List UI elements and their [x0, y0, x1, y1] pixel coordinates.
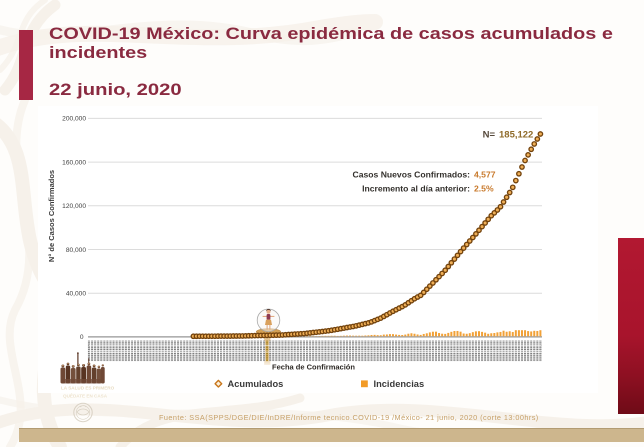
svg-text:N=: N=: [483, 130, 496, 141]
svg-text:Casos Nuevos Confirmados:: Casos Nuevos Confirmados:: [353, 170, 471, 180]
svg-text:120,000: 120,000: [62, 203, 86, 210]
svg-text:N° de Casos Confirmados: N° de Casos Confirmados: [47, 170, 56, 262]
svg-text:Acumulados: Acumulados: [228, 379, 284, 389]
svg-text:80,000: 80,000: [66, 247, 87, 254]
svg-text:Incremento al día anterior:: Incremento al día anterior:: [362, 184, 470, 194]
svg-text:Incidencias: Incidencias: [374, 379, 425, 389]
svg-text:Fecha de Confirmación: Fecha de Confirmación: [272, 363, 355, 372]
svg-text:0: 0: [80, 334, 84, 341]
svg-text:2.5%: 2.5%: [474, 184, 494, 194]
svg-text:200,000: 200,000: [62, 116, 86, 123]
svg-text:QUÉDATE EN CASA: QUÉDATE EN CASA: [63, 392, 108, 399]
svg-text:160,000: 160,000: [62, 159, 86, 166]
svg-text:40,000: 40,000: [66, 291, 87, 298]
svg-text:LA SALUD ES PRIMERO: LA SALUD ES PRIMERO: [61, 386, 115, 391]
svg-text:4,577: 4,577: [474, 170, 496, 180]
svg-text:185,122: 185,122: [499, 130, 533, 141]
